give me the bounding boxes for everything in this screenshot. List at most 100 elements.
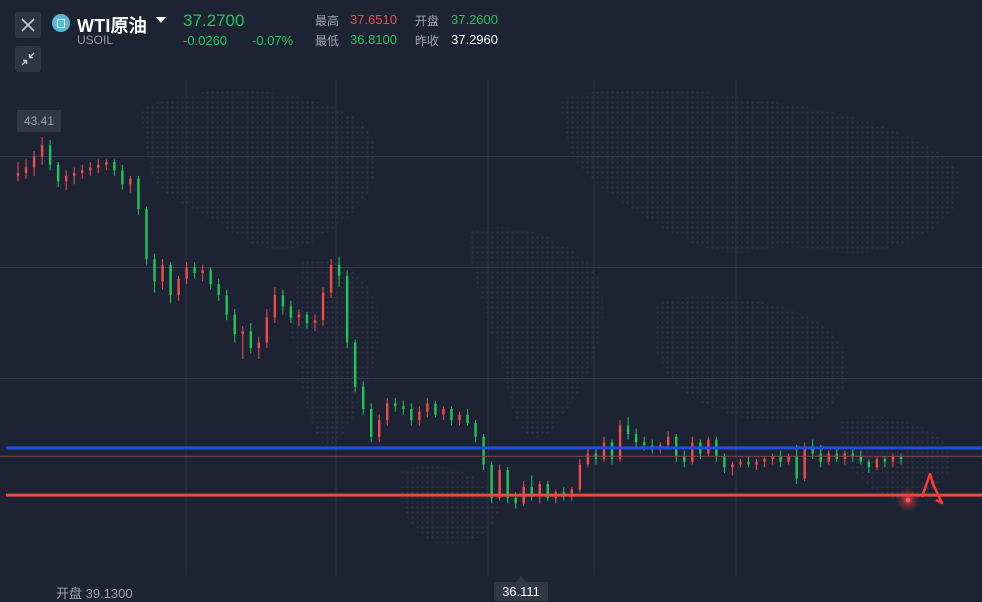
candle [642,442,646,446]
candle [450,409,453,421]
candle [24,167,28,174]
candle [891,456,895,462]
world-map-background [140,88,962,546]
live-price-indicator [896,472,944,512]
horizontal-lines [0,446,982,497]
candle [225,295,228,315]
candle [233,314,236,335]
candle [185,267,188,279]
candle [394,403,397,407]
candle [361,386,365,410]
candle [602,442,606,459]
candle [771,456,774,459]
candle [305,314,309,323]
candle [32,156,36,168]
candle [819,453,822,462]
candle [739,461,742,465]
candle [410,409,413,421]
candle [209,270,212,285]
candle [883,458,887,462]
candle [169,264,172,296]
collapse-icon [21,52,35,66]
candle [201,270,204,274]
candle [723,456,726,468]
candle [89,167,92,171]
candle [297,314,301,318]
close-icon [21,18,35,32]
candle [763,458,766,462]
candle [161,264,164,282]
candle [787,456,790,462]
y-axis-top-label: 43.41 [17,110,61,132]
open-value: 37.2600 [451,12,498,27]
candle [40,145,44,157]
candle [731,464,734,468]
candle [113,162,116,171]
candle [16,173,20,176]
candle [570,489,574,496]
candle [530,486,533,496]
candle [378,420,381,437]
candle [474,422,477,437]
candle [851,453,855,457]
candle [747,461,750,465]
candle [538,483,541,496]
candle [121,170,124,185]
price-change: -0.0260 [183,33,228,48]
candle [803,447,806,479]
candle [56,164,60,182]
candle [313,320,317,323]
candle [345,275,349,343]
candle [353,342,357,387]
price-change-pct: -0.07% [252,33,294,48]
candle [64,175,68,182]
candle [867,461,871,468]
candle [329,264,333,293]
candle [281,295,285,307]
low-value: 36.8100 [350,32,397,47]
candle [105,162,108,165]
candle [370,409,373,437]
candle [498,470,501,498]
candle [578,464,582,490]
candle [827,453,830,462]
symbol-code: USOIL [77,33,114,47]
candle [859,456,863,462]
candle [490,464,493,498]
candle [586,453,590,465]
candle [482,436,485,465]
open-label: 开盘 [415,14,440,28]
chevron-down-icon[interactable] [156,17,166,23]
candle [321,292,325,321]
prev-close-label: 昨收 [415,34,440,48]
candle [667,436,670,446]
symbol-icon [52,14,70,32]
candle [442,409,445,415]
chart-header: WTI原油 USOIL 37.2700 -0.0260 -0.07% 最高 37… [0,0,982,76]
candle [153,259,156,282]
candle [265,317,269,343]
candle [546,483,549,498]
candle [795,456,798,479]
high-value: 37.6510 [350,12,397,27]
close-button[interactable] [15,12,41,38]
candle [610,442,614,459]
candle [691,442,694,462]
candle [779,456,782,462]
candle [755,461,758,465]
candle [97,164,100,168]
candle [257,342,261,348]
candle [129,178,132,185]
candle [81,170,84,174]
candle [634,434,638,443]
candle [514,497,517,504]
candle [337,264,341,276]
high-label: 最高 [315,14,340,28]
collapse-button[interactable] [15,46,41,72]
candle [506,470,509,498]
candle [193,267,196,274]
symbol-name[interactable]: WTI原油 [77,16,147,36]
candle [249,331,252,348]
candle [273,295,277,318]
